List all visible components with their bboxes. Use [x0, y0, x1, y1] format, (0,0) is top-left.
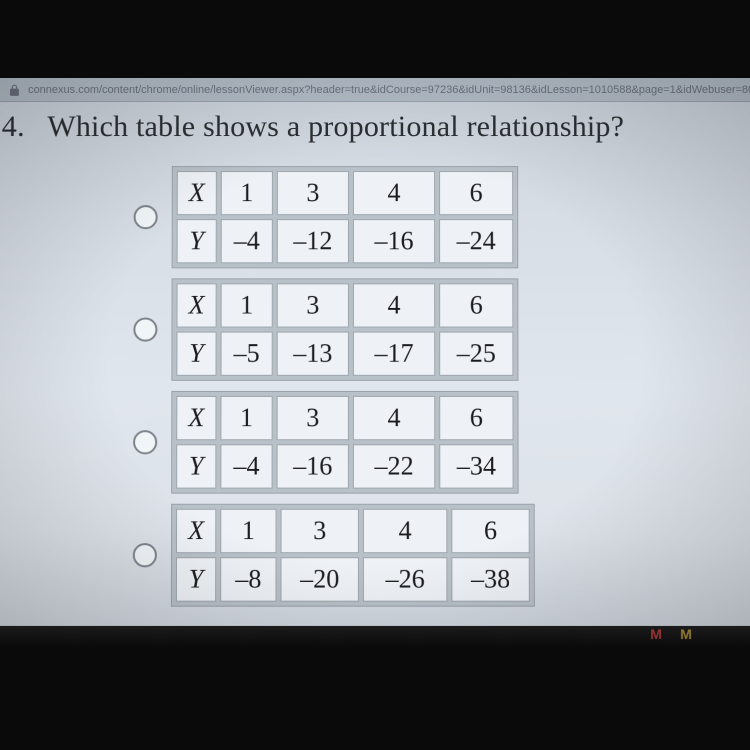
address-bar: connexus.com/content/chrome/online/lesso… — [0, 78, 750, 102]
cell: 6 — [439, 396, 513, 440]
cell: –12 — [277, 219, 349, 263]
question-heading: 4. Which table shows a proportional rela… — [0, 110, 750, 144]
url-text: connexus.com/content/chrome/online/lesso… — [28, 84, 750, 96]
table-option-c: X 1 3 4 6 Y –4 –16 –22 –34 — [171, 391, 519, 494]
cell: 4 — [353, 171, 435, 215]
taskbar-sliver — [0, 626, 750, 646]
taskbar-icon: M — [680, 626, 692, 642]
table-option-b: X 1 3 4 6 Y –5 –13 –17 –25 — [171, 278, 518, 381]
cell: –5 — [221, 332, 273, 376]
radio-option-a[interactable] — [134, 205, 158, 229]
row-label-y: Y — [176, 444, 216, 488]
table-option-a: X 1 3 4 6 Y –4 –12 –16 –24 — [172, 166, 519, 268]
cell: –16 — [277, 444, 349, 488]
cell: 6 — [439, 171, 513, 215]
cell: –4 — [221, 219, 273, 263]
cell: –16 — [353, 219, 435, 263]
cell: 1 — [221, 171, 273, 215]
cell: 6 — [439, 283, 513, 327]
cell: 4 — [363, 509, 447, 553]
option-c: X 1 3 4 6 Y –4 –16 –22 –34 — [133, 391, 605, 494]
question-text: Which table shows a proportional relatio… — [47, 110, 624, 143]
row-label-y: Y — [176, 332, 216, 376]
answer-options: X 1 3 4 6 Y –4 –12 –16 –24 X — [133, 166, 606, 617]
row-label-x: X — [177, 171, 217, 215]
cell: 1 — [221, 283, 273, 327]
cell: –22 — [353, 444, 435, 488]
cell: 4 — [353, 396, 435, 440]
row-label-y: Y — [177, 219, 217, 263]
radio-option-d[interactable] — [133, 543, 157, 567]
cell: –24 — [439, 219, 513, 263]
row-label-y: Y — [176, 557, 216, 601]
cell: –26 — [363, 557, 447, 601]
cell: 3 — [281, 509, 359, 553]
cell: 3 — [277, 283, 349, 327]
cell: 6 — [451, 509, 529, 553]
cell: –4 — [220, 444, 272, 488]
cell: 3 — [277, 171, 349, 215]
option-b: X 1 3 4 6 Y –5 –13 –17 –25 — [133, 278, 604, 381]
taskbar-icon: M — [650, 626, 662, 642]
question-number: 4. — [2, 110, 25, 143]
cell: –38 — [451, 557, 529, 601]
cell: –8 — [220, 557, 276, 601]
lock-icon — [10, 84, 19, 96]
radio-option-c[interactable] — [133, 430, 157, 454]
cell: 4 — [353, 283, 435, 327]
row-label-x: X — [176, 396, 216, 440]
screenshot-surface: connexus.com/content/chrome/online/lesso… — [0, 78, 750, 646]
option-a: X 1 3 4 6 Y –4 –12 –16 –24 — [134, 166, 605, 268]
cell: 1 — [220, 509, 276, 553]
cell: –25 — [439, 332, 513, 376]
cell: 1 — [220, 396, 272, 440]
taskbar-icons: M M — [650, 626, 692, 642]
cell: –13 — [277, 332, 349, 376]
table-option-d: X 1 3 4 6 Y –8 –20 –26 –38 — [171, 504, 535, 607]
cell: –17 — [353, 332, 435, 376]
option-d: X 1 3 4 6 Y –8 –20 –26 –38 — [133, 504, 606, 607]
cell: 3 — [277, 396, 349, 440]
radio-option-b[interactable] — [133, 318, 157, 342]
cell: –34 — [439, 444, 513, 488]
cell: –20 — [280, 557, 358, 601]
row-label-x: X — [176, 283, 216, 327]
row-label-x: X — [176, 509, 216, 553]
